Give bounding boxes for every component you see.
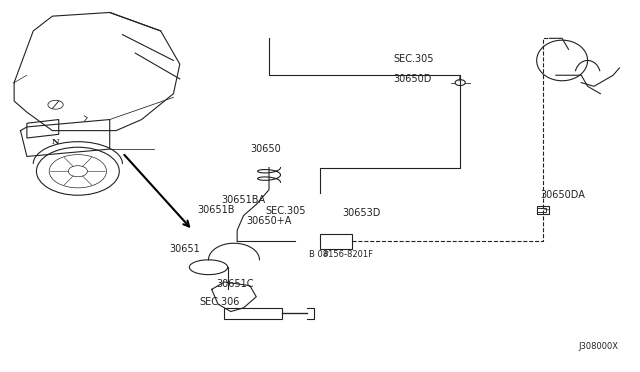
Text: 30651B: 30651B [198,205,235,215]
Text: SEC.305: SEC.305 [265,206,306,216]
Text: SEC.306: SEC.306 [199,297,239,307]
Text: SEC.305: SEC.305 [394,54,434,64]
Text: 30650DA: 30650DA [540,190,585,200]
Text: 30651BA: 30651BA [221,195,266,205]
Text: 30651C: 30651C [216,279,253,289]
Text: 30650+A: 30650+A [246,216,292,226]
Text: J308000X: J308000X [578,342,618,351]
Text: 30650: 30650 [250,144,281,154]
Text: 30651: 30651 [169,244,200,254]
Text: 30653D: 30653D [342,208,381,218]
Text: B 08156-8201F: B 08156-8201F [309,250,373,259]
Text: N: N [52,138,60,146]
Text: 30650D: 30650D [394,74,431,84]
Text: B: B [324,251,329,257]
